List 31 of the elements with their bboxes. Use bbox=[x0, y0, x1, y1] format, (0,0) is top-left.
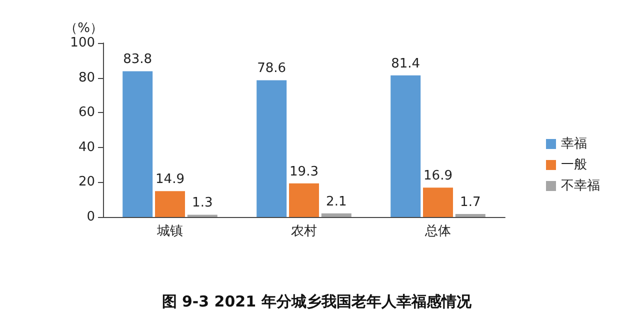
x-tick-label: 城镇 bbox=[156, 224, 183, 239]
data-label: 78.6 bbox=[257, 61, 286, 76]
bar bbox=[455, 214, 486, 217]
y-tick-label: 40 bbox=[78, 140, 95, 155]
bar bbox=[289, 183, 319, 217]
data-label: 81.4 bbox=[391, 56, 420, 72]
bar bbox=[155, 191, 185, 217]
data-label: 1.3 bbox=[192, 196, 213, 211]
data-label: 16.9 bbox=[424, 168, 452, 184]
data-label: 83.8 bbox=[123, 52, 152, 68]
y-tick-label: 0 bbox=[86, 210, 95, 224]
y-tick-label: 20 bbox=[78, 174, 95, 190]
legend-label: 幸福 bbox=[561, 136, 587, 152]
y-tick-label: 100 bbox=[70, 36, 95, 50]
text: 图 9-3 2021 年分城乡我国老年人幸福感情况 bbox=[162, 292, 472, 310]
data-label: 14.9 bbox=[156, 172, 184, 188]
legend-label: 一般 bbox=[561, 158, 587, 172]
bar bbox=[390, 75, 421, 217]
x-tick-label: 总体 bbox=[424, 224, 451, 239]
bar bbox=[256, 80, 287, 217]
y-axis-title: （%） bbox=[64, 21, 103, 36]
bar bbox=[122, 71, 153, 217]
legend-label: 不幸福 bbox=[561, 178, 600, 194]
y-tick-label: 80 bbox=[78, 70, 95, 86]
x-tick-label: 农村 bbox=[291, 224, 317, 239]
y-tick-label: 60 bbox=[78, 105, 95, 120]
bar bbox=[321, 213, 352, 217]
bar bbox=[423, 188, 453, 217]
data-label: 1.7 bbox=[460, 195, 481, 210]
data-label: 19.3 bbox=[290, 164, 318, 180]
data-label: 2.1 bbox=[326, 194, 347, 210]
